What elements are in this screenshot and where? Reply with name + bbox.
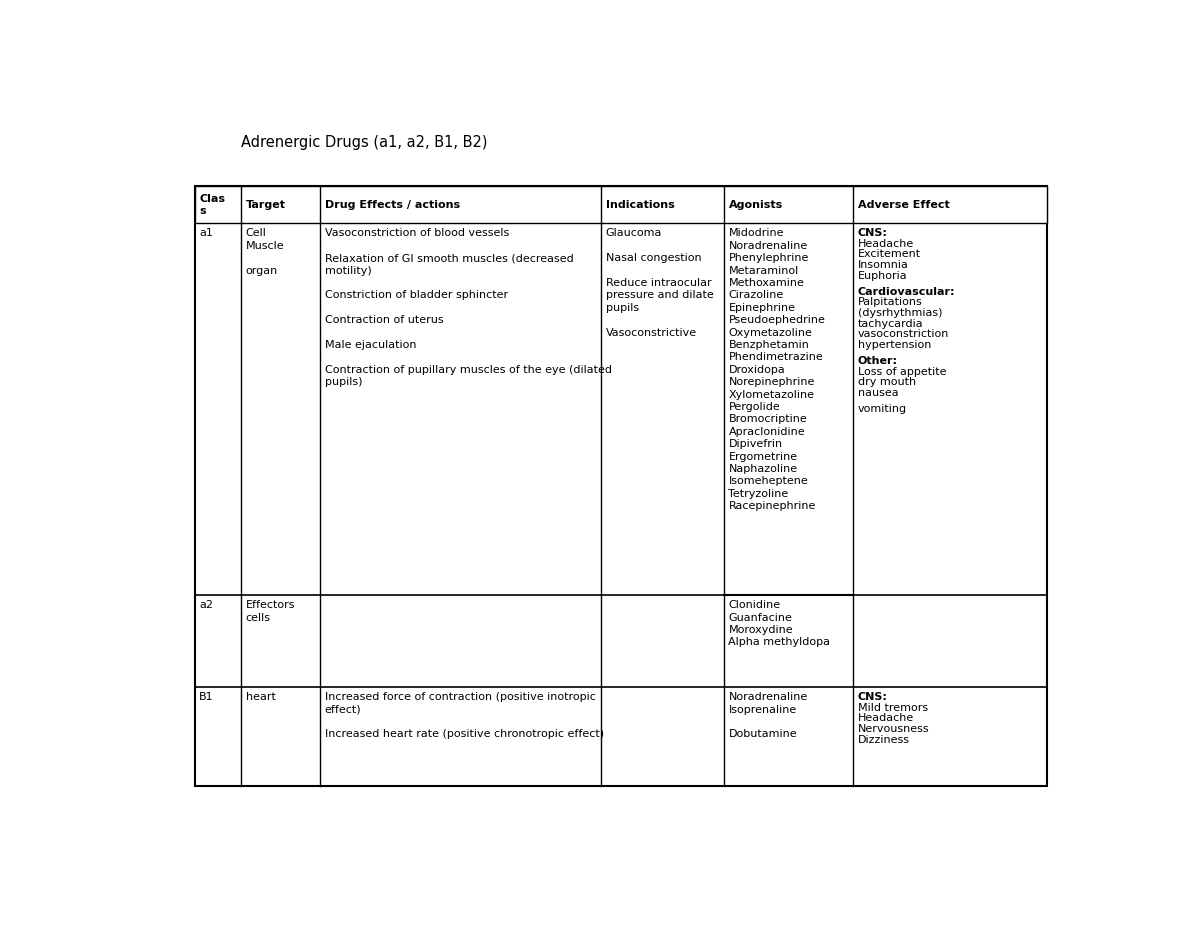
Text: Palpitations: Palpitations (858, 298, 923, 308)
Text: Other:: Other: (858, 356, 898, 366)
Text: Loss of appetite: Loss of appetite (858, 367, 947, 376)
Text: Vasoconstriction of blood vessels

Relaxation of GI smooth muscles (decreased
mo: Vasoconstriction of blood vessels Relaxa… (325, 228, 612, 387)
Text: vomiting: vomiting (858, 404, 907, 414)
Text: dry mouth: dry mouth (858, 377, 916, 387)
Text: nausea: nausea (858, 387, 899, 398)
Text: Clonidine
Guanfacine
Moroxydine
Alpha methyldopa: Clonidine Guanfacine Moroxydine Alpha me… (728, 600, 830, 647)
Bar (194, 186, 1048, 223)
Text: Midodrine
Noradrenaline
Phenylephrine
Metaraminol
Methoxamine
Cirazoline
Epineph: Midodrine Noradrenaline Phenylephrine Me… (728, 228, 826, 511)
Text: Target: Target (246, 199, 286, 210)
Text: Clas
s: Clas s (199, 194, 226, 216)
Text: Headache: Headache (858, 239, 914, 248)
Text: Mild tremors: Mild tremors (858, 703, 928, 713)
Text: a2: a2 (199, 600, 214, 610)
Text: CNS:: CNS: (858, 228, 888, 238)
Text: Adverse Effect: Adverse Effect (858, 199, 949, 210)
Text: Cell
Muscle

organ: Cell Muscle organ (246, 228, 284, 275)
Text: Dizziness: Dizziness (858, 734, 910, 744)
Text: Insomnia: Insomnia (858, 260, 908, 270)
Text: tachycardia: tachycardia (858, 319, 923, 329)
Text: vasoconstriction: vasoconstriction (858, 329, 949, 339)
Text: Headache: Headache (858, 714, 914, 723)
Text: Drug Effects / actions: Drug Effects / actions (325, 199, 460, 210)
Text: Agonists: Agonists (728, 199, 782, 210)
Text: Euphoria: Euphoria (858, 271, 907, 281)
Text: Cardiovascular:: Cardiovascular: (858, 287, 955, 297)
Text: Increased force of contraction (positive inotropic
effect)

Increased heart rate: Increased force of contraction (positive… (325, 692, 604, 740)
Text: CNS:: CNS: (858, 692, 888, 703)
Text: Nervousness: Nervousness (858, 724, 929, 734)
Text: (dysrhythmias): (dysrhythmias) (858, 308, 942, 318)
Text: Glaucoma

Nasal congestion

Reduce intraocular
pressure and dilate
pupils

Vasoc: Glaucoma Nasal congestion Reduce intraoc… (606, 228, 714, 337)
Bar (194, 186, 1048, 786)
Text: hypertension: hypertension (858, 340, 931, 349)
Text: Noradrenaline
Isoprenaline

Dobutamine: Noradrenaline Isoprenaline Dobutamine (728, 692, 808, 740)
Text: Effectors
cells: Effectors cells (246, 600, 295, 623)
Text: a1: a1 (199, 228, 214, 238)
Text: B1: B1 (199, 692, 214, 703)
Text: Excitement: Excitement (858, 249, 920, 260)
Text: Indications: Indications (606, 199, 674, 210)
Text: heart: heart (246, 692, 276, 703)
Text: Adrenergic Drugs (a1, a2, B1, B2): Adrenergic Drugs (a1, a2, B1, B2) (241, 135, 487, 150)
